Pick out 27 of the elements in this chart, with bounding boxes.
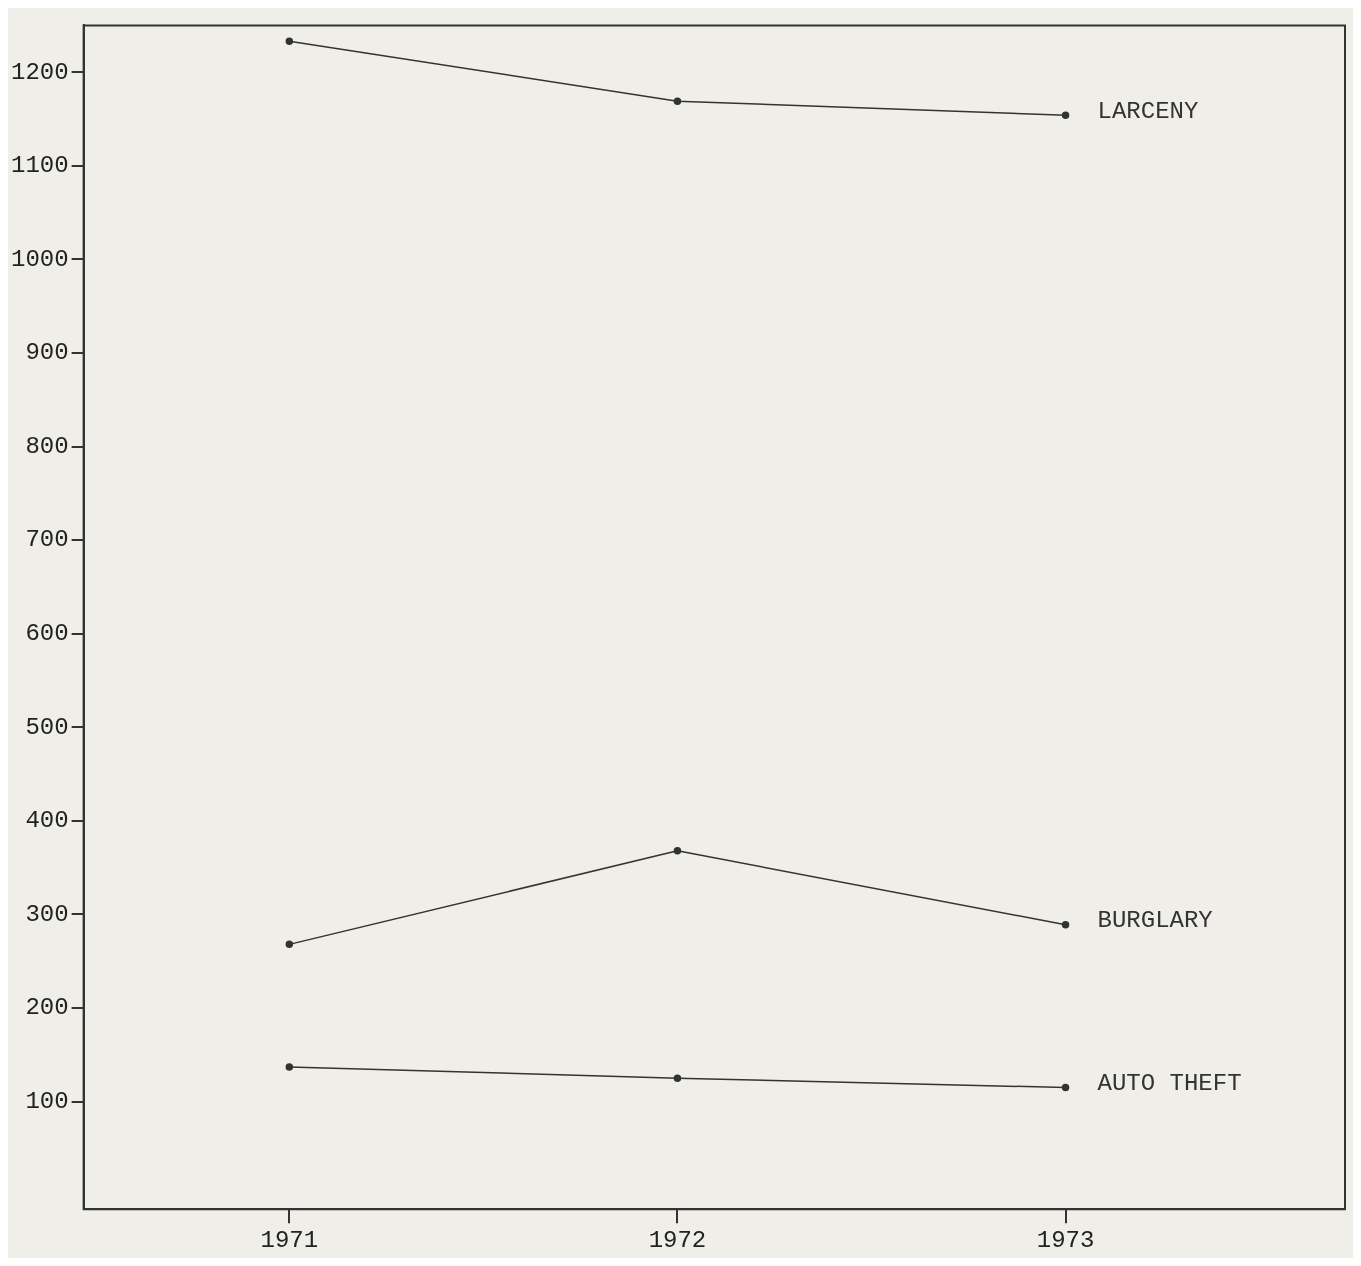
x-tick-label: 1971 xyxy=(260,1226,319,1254)
y-tick-label: 700 xyxy=(25,526,69,554)
point xyxy=(673,847,682,855)
y-tick-label: 1200 xyxy=(11,58,69,86)
y-tick-label: 200 xyxy=(25,994,69,1022)
point xyxy=(1061,111,1070,119)
point xyxy=(285,1063,294,1071)
y-tick-label: 500 xyxy=(25,713,69,741)
y-tick-label: 600 xyxy=(25,620,69,648)
x-tick-label: 1973 xyxy=(1036,1226,1095,1254)
x-tick-label: 1972 xyxy=(648,1226,707,1254)
point xyxy=(673,97,682,105)
point xyxy=(673,1074,682,1082)
y-tick-label: 800 xyxy=(25,432,69,460)
point xyxy=(285,37,294,46)
y-tick-label: 400 xyxy=(25,807,69,835)
series-label: BURGLARY xyxy=(1097,907,1213,935)
point xyxy=(1061,920,1070,929)
y-tick-label: 100 xyxy=(25,1087,69,1115)
point xyxy=(285,940,294,949)
y-tick-label: 900 xyxy=(25,339,69,367)
y-tick-label: 1100 xyxy=(11,152,69,180)
point xyxy=(1061,1083,1070,1092)
series-label: LARCENY xyxy=(1097,97,1199,125)
series-label: AUTO THEFT xyxy=(1097,1069,1242,1097)
y-tick-label: 300 xyxy=(25,900,69,928)
y-tick-label: 1000 xyxy=(11,245,69,273)
